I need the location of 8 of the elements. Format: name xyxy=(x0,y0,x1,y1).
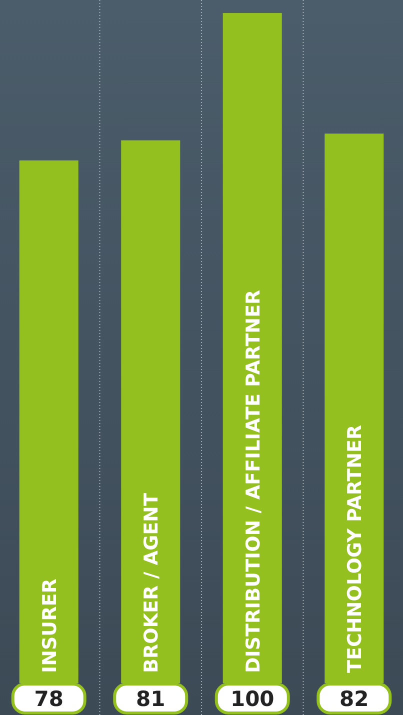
data-label: 78 xyxy=(34,687,64,711)
x-tick-label: BROKER / AGENT xyxy=(140,493,163,673)
data-label: 100 xyxy=(230,687,274,711)
x-tick-label: INSURER xyxy=(38,578,61,673)
x-tick-label: TECHNOLOGY PARTNER xyxy=(344,424,366,673)
data-label: 81 xyxy=(136,687,166,711)
data-label: 82 xyxy=(340,687,369,711)
x-tick-label: DISTRIBUTION / AFFILIATE PARTNER xyxy=(242,289,264,673)
